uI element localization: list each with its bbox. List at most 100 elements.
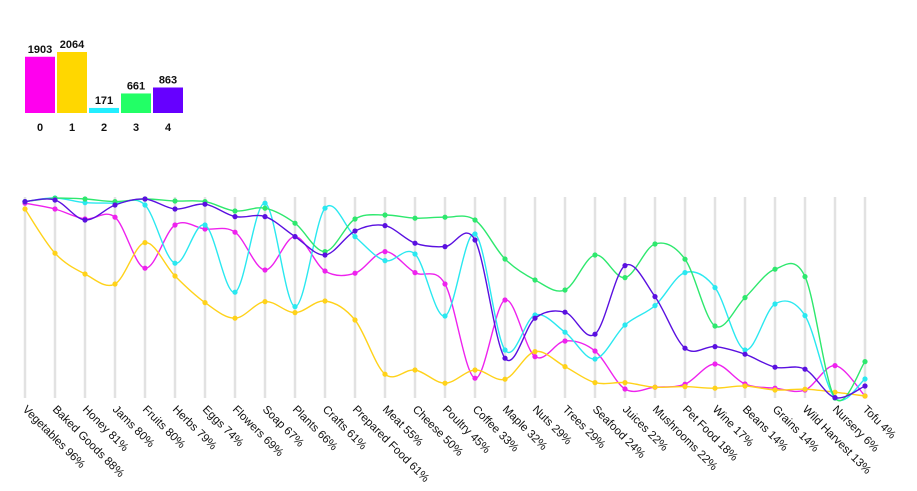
data-point: [262, 205, 268, 211]
bar-category-label: 3: [133, 122, 139, 134]
data-point: [802, 313, 808, 319]
data-point: [622, 263, 628, 269]
data-point: [502, 297, 508, 303]
bar-value-label: 2064: [60, 39, 85, 51]
data-point: [442, 380, 448, 386]
x-tick-label: Seafood 24%: [590, 404, 647, 461]
data-point: [382, 223, 388, 229]
bar-1: [57, 52, 87, 113]
data-point: [22, 199, 28, 205]
series-1: [22, 206, 868, 399]
data-point: [772, 364, 778, 370]
data-point: [262, 200, 268, 206]
bar-category-label: 0: [37, 122, 43, 134]
data-point: [382, 371, 388, 377]
data-point: [52, 206, 58, 212]
data-point: [202, 222, 208, 228]
data-point: [592, 380, 598, 386]
data-point: [712, 361, 718, 367]
data-point: [412, 240, 418, 246]
vertical-gridlines: [23, 197, 867, 398]
data-point: [652, 241, 658, 247]
data-point: [202, 300, 208, 306]
bar-value-label: 171: [95, 95, 113, 107]
series-2: [22, 195, 868, 402]
bar-category-label: 4: [165, 122, 172, 134]
data-point: [802, 366, 808, 372]
data-point: [562, 364, 568, 370]
data-point: [442, 244, 448, 250]
data-point: [292, 220, 298, 226]
data-point: [142, 265, 148, 271]
data-point: [442, 313, 448, 319]
data-point: [532, 349, 538, 355]
data-point: [652, 294, 658, 300]
data-point: [772, 266, 778, 272]
data-point: [592, 331, 598, 337]
data-point: [622, 275, 628, 281]
data-point: [352, 216, 358, 222]
data-point: [622, 322, 628, 328]
data-point: [562, 287, 568, 293]
data-point: [862, 393, 868, 399]
data-point: [472, 375, 478, 381]
data-point: [772, 301, 778, 307]
bar-2: [89, 107, 119, 113]
bar-value-label: 1903: [28, 44, 52, 56]
data-point: [232, 315, 238, 321]
data-point: [322, 205, 328, 211]
data-point: [352, 317, 358, 323]
data-point: [412, 367, 418, 373]
data-point: [412, 251, 418, 257]
line-series: [22, 195, 868, 402]
data-point: [382, 212, 388, 218]
data-point: [322, 252, 328, 258]
series-line: [24, 202, 866, 397]
data-point: [622, 386, 628, 392]
series-4: [22, 196, 868, 401]
data-point: [262, 299, 268, 305]
data-point: [82, 200, 88, 206]
data-point: [592, 252, 598, 258]
data-point: [532, 277, 538, 283]
bar-category-label: 1: [69, 122, 75, 134]
data-point: [832, 389, 838, 395]
data-point: [202, 201, 208, 207]
data-point: [172, 260, 178, 266]
data-point: [712, 385, 718, 391]
data-point: [472, 367, 478, 373]
bar-value-label: 661: [127, 80, 145, 92]
data-point: [172, 206, 178, 212]
data-point: [562, 338, 568, 344]
data-point: [502, 355, 508, 361]
data-point: [502, 347, 508, 353]
data-point: [352, 234, 358, 240]
data-point: [112, 281, 118, 287]
data-point: [52, 250, 58, 256]
bar-0: [25, 56, 55, 113]
data-point: [802, 274, 808, 280]
data-point: [202, 226, 208, 232]
data-point: [292, 304, 298, 310]
data-point: [712, 285, 718, 291]
data-point: [532, 354, 538, 360]
series-line: [24, 198, 866, 399]
data-point: [52, 197, 58, 203]
data-point: [832, 363, 838, 369]
data-point: [442, 214, 448, 220]
data-point: [472, 231, 478, 237]
data-point: [862, 376, 868, 382]
data-point: [82, 196, 88, 202]
data-point: [262, 267, 268, 273]
data-point: [292, 234, 298, 240]
data-point: [232, 208, 238, 214]
data-point: [322, 268, 328, 274]
data-point: [172, 198, 178, 204]
data-point: [562, 309, 568, 315]
data-point: [352, 270, 358, 276]
data-point: [112, 214, 118, 220]
x-axis-labels: Vegetables 96%Baked Goods 88%Honey 81%Ja…: [20, 404, 898, 485]
data-point: [772, 387, 778, 393]
data-point: [652, 303, 658, 309]
